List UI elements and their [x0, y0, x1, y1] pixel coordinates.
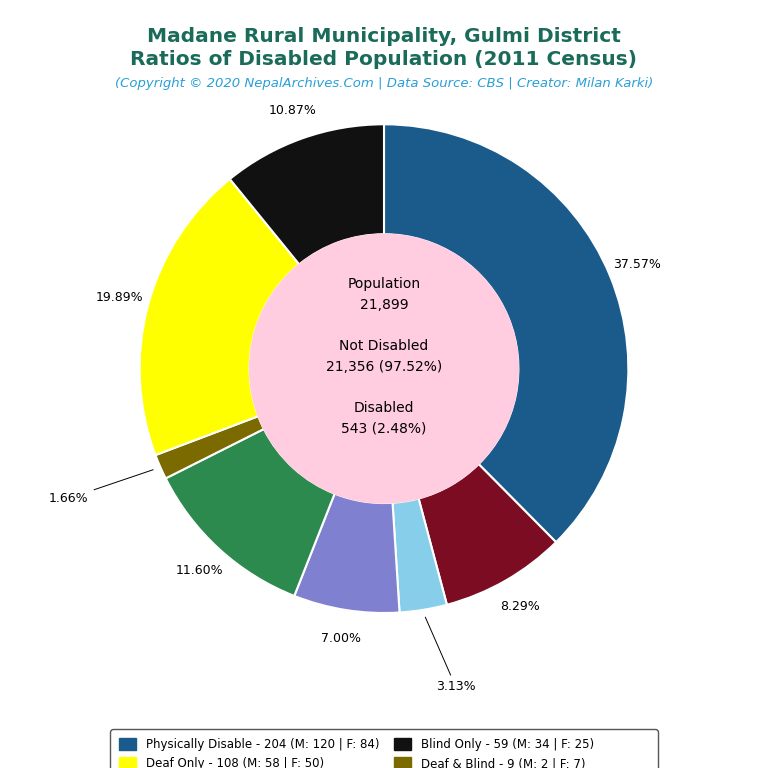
Text: 10.87%: 10.87% [269, 104, 316, 118]
Wedge shape [140, 179, 300, 455]
Wedge shape [230, 124, 384, 264]
Wedge shape [392, 498, 447, 613]
Text: Population
21,899

Not Disabled
21,356 (97.52%)

Disabled
543 (2.48%): Population 21,899 Not Disabled 21,356 (9… [326, 277, 442, 435]
Circle shape [250, 234, 518, 503]
Wedge shape [155, 416, 264, 478]
Text: 8.29%: 8.29% [500, 600, 540, 613]
Text: Madane Rural Municipality, Gulmi District: Madane Rural Municipality, Gulmi Distric… [147, 27, 621, 46]
Wedge shape [294, 494, 399, 613]
Wedge shape [419, 464, 556, 604]
Text: 37.57%: 37.57% [613, 258, 661, 271]
Text: 11.60%: 11.60% [176, 564, 223, 577]
Text: 1.66%: 1.66% [49, 470, 153, 505]
Legend: Physically Disable - 204 (M: 120 | F: 84), Deaf Only - 108 (M: 58 | F: 50), Spee: Physically Disable - 204 (M: 120 | F: 84… [111, 730, 657, 768]
Text: 19.89%: 19.89% [96, 291, 144, 304]
Text: (Copyright © 2020 NepalArchives.Com | Data Source: CBS | Creator: Milan Karki): (Copyright © 2020 NepalArchives.Com | Da… [115, 77, 653, 90]
Text: Ratios of Disabled Population (2011 Census): Ratios of Disabled Population (2011 Cens… [131, 50, 637, 69]
Wedge shape [166, 429, 335, 596]
Text: 7.00%: 7.00% [322, 633, 362, 645]
Wedge shape [384, 124, 628, 542]
Text: 3.13%: 3.13% [425, 617, 475, 694]
